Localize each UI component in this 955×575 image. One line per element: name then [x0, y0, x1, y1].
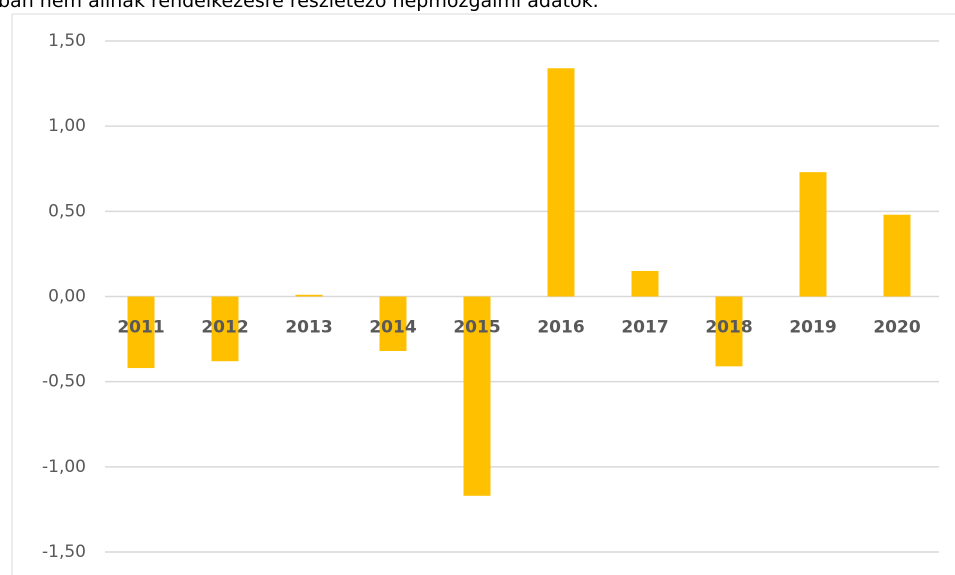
bar — [631, 270, 659, 297]
x-tick-label: 2017 — [621, 318, 668, 338]
y-tick-label: 1,50 — [48, 31, 86, 51]
y-tick-label: 0,00 — [48, 287, 86, 307]
bar — [127, 296, 155, 369]
y-tick-label: -1,00 — [42, 457, 86, 477]
bar — [715, 296, 743, 367]
x-tick-label: 2015 — [453, 318, 500, 338]
x-tick-label: 2018 — [705, 318, 752, 338]
bar — [295, 294, 323, 297]
bar — [799, 172, 827, 297]
x-tick-label: 2013 — [285, 318, 332, 338]
y-tick-label: 1,00 — [48, 116, 86, 136]
x-tick-label: 2014 — [369, 318, 416, 338]
x-tick-label: 2011 — [117, 318, 164, 338]
x-tick-label: 2019 — [789, 318, 836, 338]
bar — [211, 296, 239, 362]
bar — [547, 68, 575, 297]
y-tick-label: -1,50 — [42, 542, 86, 562]
y-tick-label: -0,50 — [42, 372, 86, 392]
bar — [463, 296, 491, 496]
y-tick-label: 0,50 — [48, 201, 86, 221]
bar — [379, 296, 407, 352]
chart-title: ban nem állnak rendelkezésre részletező … — [0, 0, 599, 12]
bar — [883, 214, 911, 297]
x-tick-label: 2012 — [201, 318, 248, 338]
x-tick-label: 2020 — [873, 318, 920, 338]
x-tick-label: 2016 — [537, 318, 584, 338]
